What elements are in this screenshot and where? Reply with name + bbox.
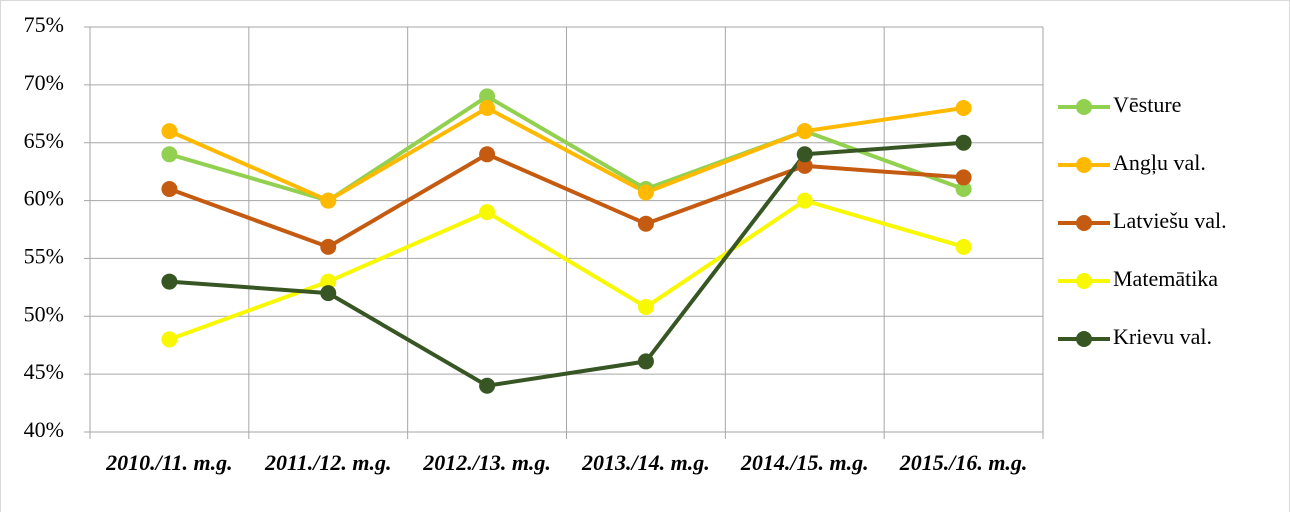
- legend-marker: [1076, 99, 1092, 115]
- data-point: [955, 100, 972, 116]
- data-point: [955, 134, 972, 151]
- legend-marker: [1076, 331, 1092, 347]
- series-line: [168, 106, 964, 203]
- data-point: [320, 238, 337, 255]
- data-point: [955, 238, 972, 255]
- y-tick-label: 55%: [24, 243, 64, 268]
- data-point: [479, 204, 496, 221]
- legend-marker: [1076, 215, 1092, 231]
- x-tick-label: 2012./13. m.g.: [423, 450, 551, 475]
- x-tick-label: 2015./16. m.g.: [899, 450, 1028, 475]
- y-tick-label: 65%: [24, 128, 64, 153]
- legend-marker: [1076, 157, 1092, 173]
- data-point: [161, 123, 178, 140]
- x-tick-label: 2011./12. m.g.: [264, 450, 392, 475]
- series-line: [169, 140, 964, 388]
- y-tick-label: 75%: [24, 12, 64, 37]
- legend-label: Latviešu val.: [1113, 208, 1227, 233]
- data-point: [955, 181, 972, 197]
- x-tick-label: 2010./11. m.g.: [106, 450, 233, 475]
- data-point: [796, 192, 813, 209]
- y-tick-label: 40%: [24, 417, 64, 442]
- data-point: [796, 146, 813, 163]
- y-tick-label: 60%: [24, 186, 64, 211]
- legend-label: Vēsture: [1113, 92, 1181, 117]
- data-point: [161, 146, 178, 163]
- data-point: [479, 100, 496, 116]
- data-point: [479, 146, 496, 163]
- y-tick-label: 70%: [24, 70, 64, 95]
- x-tick-label-box: 2014./15. m.g.: [740, 450, 869, 475]
- data-point: [161, 181, 178, 197]
- legend-marker: [1076, 273, 1092, 289]
- y-tick-label: 45%: [24, 359, 64, 384]
- x-tick-label-box: 2011./12. m.g.: [264, 450, 392, 475]
- x-tick-label-box: 2015./16. m.g.: [899, 450, 1028, 475]
- x-tick-label: 2014./15. m.g.: [740, 450, 869, 475]
- data-point: [955, 169, 972, 186]
- x-tick-label-box: 2010./11. m.g.: [106, 450, 233, 475]
- y-tick-label: 50%: [24, 301, 64, 326]
- x-tick-label-box: 2013./14. m.g.: [582, 450, 710, 475]
- data-point: [637, 215, 654, 232]
- data-point: [479, 377, 496, 394]
- data-point: [796, 123, 813, 140]
- data-point: [320, 192, 337, 209]
- series-line: [168, 94, 965, 203]
- legend-label: Angļu val.: [1113, 150, 1206, 175]
- data-point: [637, 353, 654, 370]
- legend-label: Matemātika: [1113, 266, 1218, 291]
- series-line: [168, 152, 964, 249]
- data-point: [796, 157, 813, 174]
- x-tick-label: 2013./14. m.g.: [582, 450, 710, 475]
- data-point: [161, 273, 178, 290]
- data-point: [320, 273, 337, 290]
- data-point: [479, 88, 496, 105]
- data-point: [161, 331, 178, 348]
- legend-label: Krievu val.: [1113, 324, 1212, 349]
- data-point: [637, 184, 654, 201]
- data-point: [320, 285, 337, 302]
- x-tick-label-box: 2012./13. m.g.: [423, 450, 551, 475]
- data-point: [637, 299, 654, 316]
